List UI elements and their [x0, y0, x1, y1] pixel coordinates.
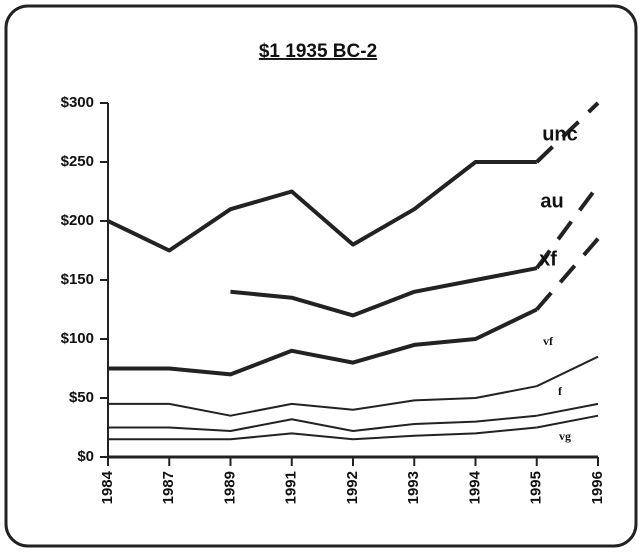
- x-tick-label: 1992: [344, 471, 361, 504]
- x-tick-label: 1987: [160, 471, 177, 504]
- series-label: vg: [559, 429, 571, 443]
- series-line: [108, 414, 537, 433]
- y-tick-label: $0: [77, 448, 94, 465]
- series-line: [107, 160, 537, 253]
- series-label: vf: [543, 334, 554, 348]
- projected-segment: [536, 355, 599, 388]
- projected-segment: [536, 414, 599, 429]
- y-tick-label: $150: [61, 271, 94, 288]
- x-tick-label: 1995: [528, 471, 545, 504]
- x-tick-label: 1993: [405, 471, 422, 504]
- series-label: au: [540, 190, 563, 212]
- x-tick-label: 1994: [466, 470, 483, 504]
- series-label: unc: [542, 123, 578, 145]
- y-tick-label: $300: [61, 94, 94, 111]
- projected-segment: [535, 237, 600, 311]
- series-line: [230, 266, 538, 318]
- series-line: [108, 426, 537, 441]
- series-label: f: [558, 384, 563, 398]
- x-tick-label: 1996: [589, 471, 606, 504]
- series-line: [108, 385, 537, 417]
- projected-segment: [536, 402, 599, 417]
- frame: [4, 4, 638, 548]
- projected-segment: [535, 184, 600, 270]
- series-label: xf: [539, 248, 557, 270]
- series-line: [108, 307, 538, 377]
- y-tick-label: $100: [61, 330, 94, 347]
- chart-title: $1 1935 BC-2: [259, 41, 377, 62]
- y-tick-label: $250: [61, 153, 94, 170]
- x-tick-label: 1989: [221, 471, 238, 504]
- y-tick-label: $200: [61, 212, 94, 229]
- projected-segment: [535, 101, 600, 164]
- x-tick-label: 1984: [99, 470, 116, 504]
- y-tick-label: $50: [69, 389, 94, 406]
- x-tick-label: 1991: [283, 471, 300, 504]
